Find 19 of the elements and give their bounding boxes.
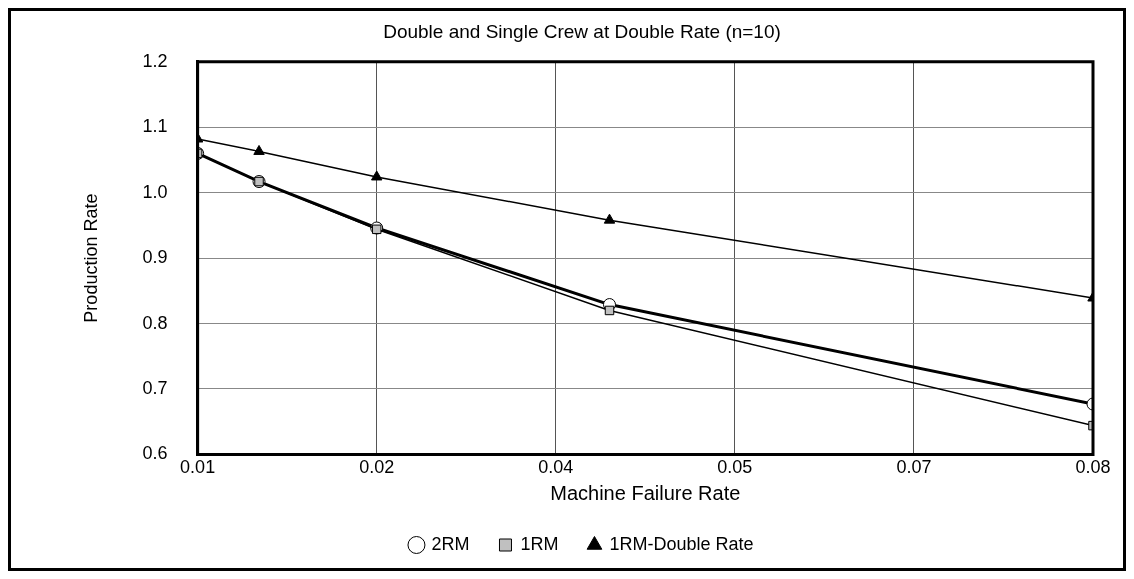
y-tick-label: 1.2	[142, 50, 168, 71]
x-axis-title: Machine Failure Rate	[550, 481, 741, 504]
y-tick-label: 0.9	[142, 247, 168, 268]
x-tick-label: 0.05	[717, 457, 753, 478]
x-tick-label: 0.07	[896, 457, 932, 478]
y-tick-label: 1.0	[142, 181, 168, 202]
x-tick-label: 0.04	[538, 457, 574, 478]
legend-label: 2RM	[431, 533, 470, 554]
y-tick-label: 0.8	[142, 312, 168, 333]
y-axis-title: Production Rate	[80, 193, 101, 323]
x-tick-label: 0.08	[1075, 457, 1111, 478]
x-tick-label: 0.01	[180, 457, 216, 478]
legend-label: 1RM	[520, 533, 559, 554]
y-tick-label: 0.6	[142, 443, 168, 464]
legend-label: 1RM-Double Rate	[609, 533, 754, 554]
x-tick-label: 0.02	[359, 457, 395, 478]
chart-title: Double and Single Crew at Double Rate (n=10)	[383, 20, 781, 42]
y-tick-label: 1.1	[142, 116, 168, 137]
y-tick-label: 0.7	[142, 377, 168, 398]
